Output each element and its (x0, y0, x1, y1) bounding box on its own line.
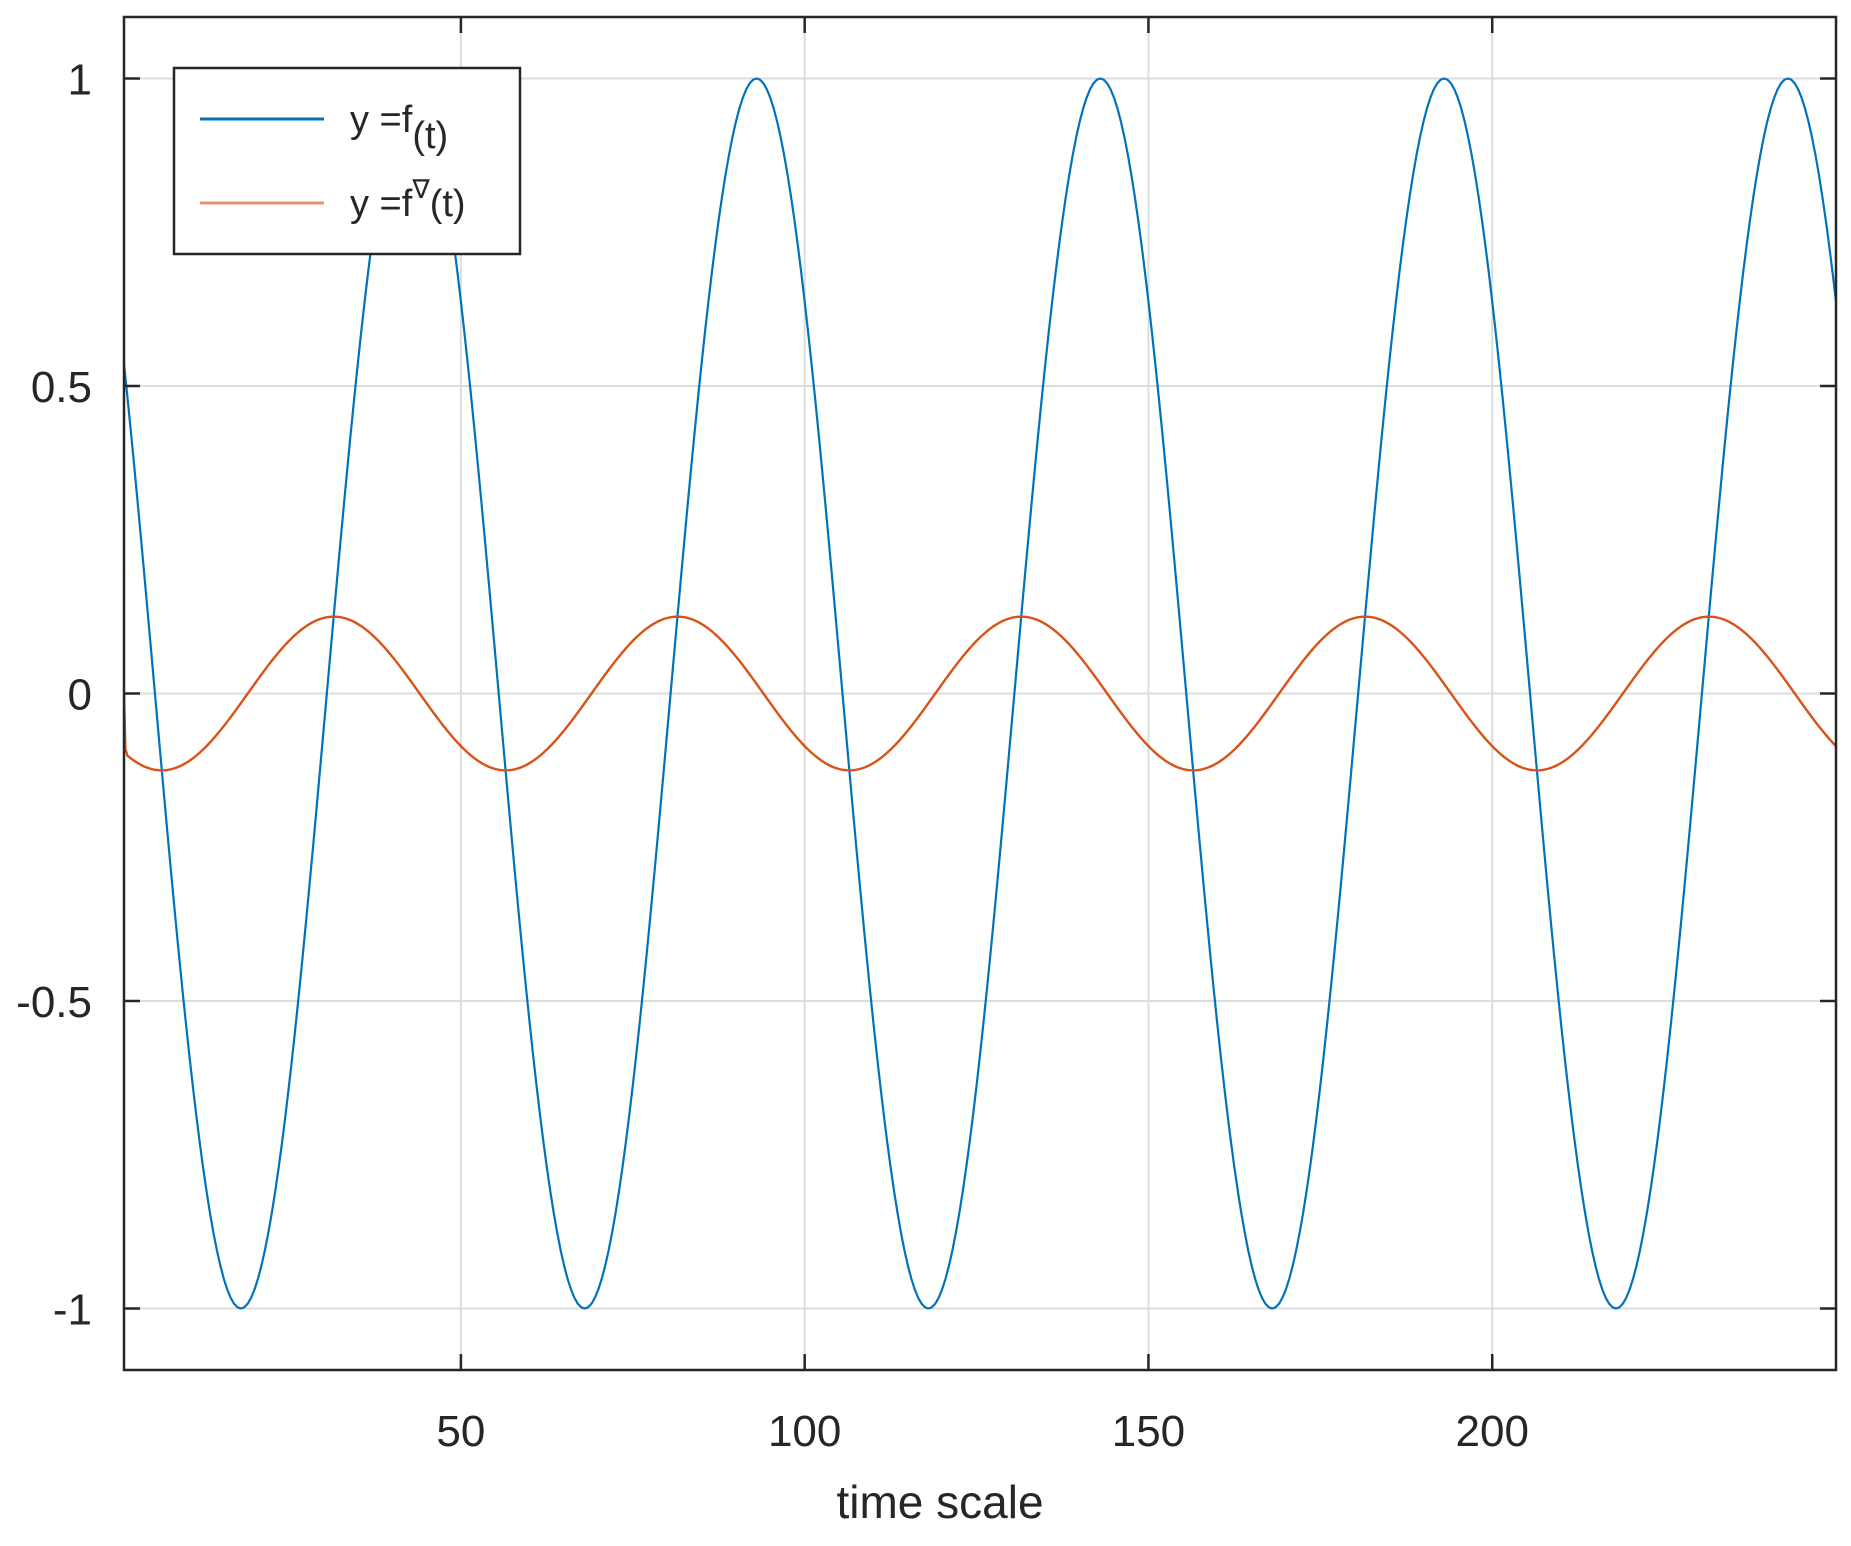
y-tick-labels: -1 -0.5 0 0.5 1 (16, 56, 92, 1335)
x-tick-label: 50 (436, 1407, 485, 1456)
legend-label-f: y =f(t) (350, 99, 448, 157)
y-tick-label: -0.5 (16, 978, 92, 1027)
y-tick-label: 1 (68, 56, 92, 105)
series-line-f-nabla (124, 615, 1836, 772)
x-tick-label: 150 (1112, 1407, 1185, 1456)
y-tick-label: 0.5 (31, 363, 92, 412)
y-tick-label: -1 (53, 1286, 92, 1335)
x-tick-label: 100 (768, 1407, 841, 1456)
legend-box (172, 66, 522, 256)
legend: y =f(t) y =f∇(t) (172, 66, 522, 256)
x-tick-label: 200 (1456, 1407, 1529, 1456)
y-tick-label: 0 (68, 671, 92, 720)
axis-ticks (124, 17, 1836, 1370)
x-tick-labels: 50 100 150 200 (436, 1407, 1529, 1456)
legend-label-f-nabla: y =f∇(t) (350, 174, 466, 225)
x-axis-label: time scale (836, 1476, 1043, 1528)
